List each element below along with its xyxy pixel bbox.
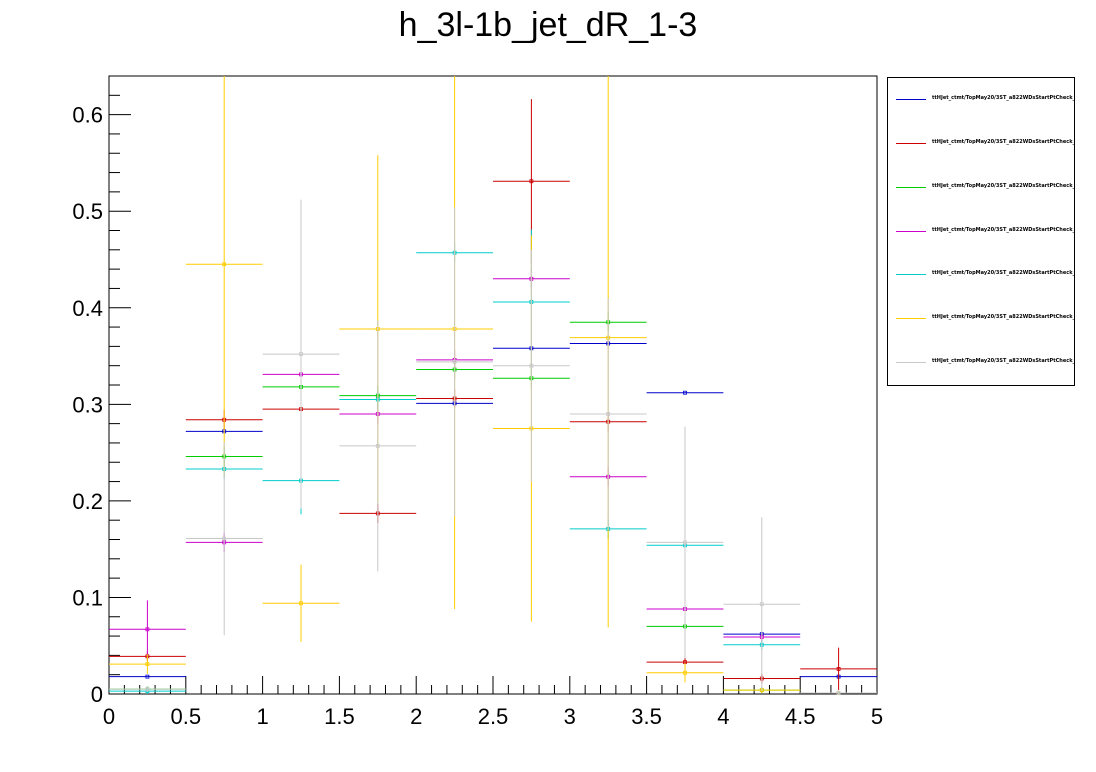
x-tick-label: 4 xyxy=(717,704,729,729)
legend-swatch xyxy=(896,274,926,276)
legend-entry: ttHJet_ctmt/TopMay20/3ST_a822WDsStartPtC… xyxy=(888,312,1074,326)
data-point xyxy=(222,536,227,541)
y-tick-label: 0.5 xyxy=(72,199,103,224)
y-tick-label: 0.1 xyxy=(72,585,103,610)
legend-label: ttHJet_ctmt/TopMay20/3ST_a822WDsStartPtC… xyxy=(932,138,1074,145)
legend-entry: ttHJet_ctmt/TopMay20/3ST_a822WDsStartPtC… xyxy=(888,225,1074,239)
data-point xyxy=(836,691,841,695)
legend-label: ttHJet_ctmt/TopMay20/3ST_a822WDsStartPtC… xyxy=(932,358,1074,365)
legend-swatch xyxy=(896,186,926,188)
data-point xyxy=(683,670,687,675)
data-point xyxy=(299,352,303,357)
legend-label: ttHJet_ctmt/TopMay20/3ST_a822WDsStartPtC… xyxy=(932,226,1074,233)
legend-entry: ttHJet_ctmt/TopMay20/3ST_a822WDsStartPtC… xyxy=(888,137,1074,151)
x-tick-label: 5 xyxy=(871,704,883,729)
legend-swatch xyxy=(896,230,926,232)
y-tick-label: 0.2 xyxy=(72,489,103,514)
y-tick-label: 0.6 xyxy=(72,103,103,128)
legend-swatch xyxy=(896,98,926,100)
y-tick-label: 0.3 xyxy=(72,392,103,417)
legend-entry: ttHJet_ctmt/TopMay20/3ST_a822WDsStartPtC… xyxy=(888,356,1074,370)
legend-swatch xyxy=(896,142,926,144)
legend-swatch xyxy=(896,318,926,320)
x-tick-label: 4.5 xyxy=(785,704,816,729)
x-tick-label: 1 xyxy=(256,704,268,729)
data-point xyxy=(606,412,611,416)
legend-entry: ttHJet_ctmt/TopMay20/3ST_a822WDsStartPtC… xyxy=(888,93,1074,107)
data-point xyxy=(759,602,764,607)
legend-label: ttHJet_ctmt/TopMay20/3ST_a822WDsStartPtC… xyxy=(932,314,1074,321)
axes: 0 0.5 1 1.5 2 2.5 3 3.5 4 4.5 5 0 0.1 0.2 0.3 0.4 0.5 0.6 xyxy=(72,75,883,729)
data-point xyxy=(222,262,227,267)
data-point xyxy=(836,666,841,671)
legend-label: ttHJet_ctmt/TopMay20/3ST_a822WDsStartPtC… xyxy=(932,270,1074,277)
data-series xyxy=(109,76,877,695)
x-tick-label: 3.5 xyxy=(631,704,662,729)
data-point xyxy=(145,627,150,632)
chart-title: h_3l-1b_jet_dR_1-3 xyxy=(398,6,698,44)
data-point xyxy=(299,601,303,606)
data-point xyxy=(683,540,687,545)
data-point xyxy=(529,179,534,184)
y-tick-label: 0 xyxy=(91,682,103,707)
x-tick-label: 0.5 xyxy=(171,704,202,729)
data-point xyxy=(145,662,150,666)
legend-entry: ttHJet_ctmt/TopMay20/3ST_a822WDsStartPtC… xyxy=(888,268,1074,282)
data-point xyxy=(145,674,150,679)
legend-label: ttHJet_ctmt/TopMay20/3ST_a822WDsStartPtC… xyxy=(932,182,1074,189)
data-point xyxy=(452,359,457,364)
x-tick-label: 0 xyxy=(103,704,115,729)
x-tick-label: 1.5 xyxy=(324,704,355,729)
series-6 xyxy=(109,199,877,695)
x-tick-label: 2.5 xyxy=(478,704,509,729)
data-point xyxy=(529,363,534,368)
legend-swatch xyxy=(896,362,926,364)
x-tick-label: 2 xyxy=(410,704,422,729)
x-tick-label: 3 xyxy=(564,704,576,729)
data-point xyxy=(145,687,150,692)
data-point xyxy=(683,390,687,395)
data-point xyxy=(375,443,380,448)
y-tick-label: 0.4 xyxy=(72,296,103,321)
legend-entry: ttHJet_ctmt/TopMay20/3ST_a822WDsStartPtC… xyxy=(888,181,1074,195)
legend: ttHJet_ctmt/TopMay20/3ST_a822WDsStartPtC… xyxy=(887,77,1075,386)
legend-label: ttHJet_ctmt/TopMay20/3ST_a822WDsStartPtC… xyxy=(932,94,1074,101)
